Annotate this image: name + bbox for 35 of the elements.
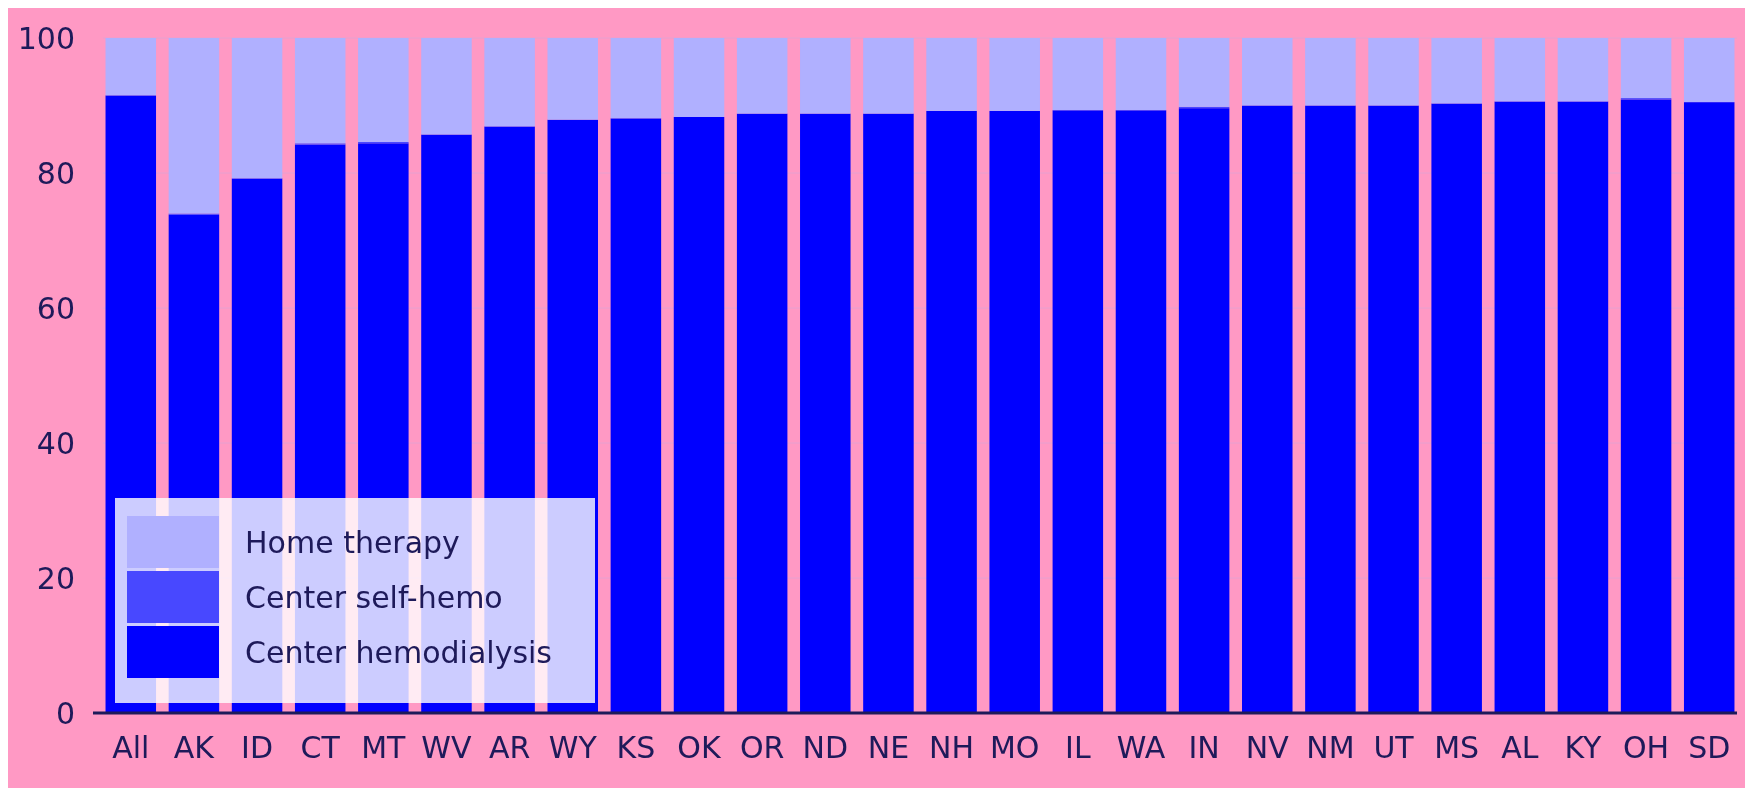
x-tick-label: OR <box>739 730 785 765</box>
x-tick-label: IL <box>1065 730 1091 765</box>
x-tick-label: SD <box>1688 730 1731 765</box>
x-tick-label: NH <box>929 730 975 765</box>
legend-label: Home therapy <box>245 524 460 560</box>
x-tick-label: NM <box>1306 730 1355 765</box>
x-tick-label: NV <box>1245 730 1290 765</box>
x-tick-label: MO <box>989 730 1040 765</box>
x-tick-label: WA <box>1116 730 1166 765</box>
x-tick-label: AL <box>1501 730 1539 765</box>
x-tick-label: AK <box>173 730 216 765</box>
x-tick-label: CT <box>300 730 341 765</box>
x-tick-label: AR <box>488 730 531 765</box>
legend-label: Center hemodialysis <box>245 634 553 670</box>
x-tick-label: WV <box>421 730 473 765</box>
y-tick-label: 100 <box>17 20 75 56</box>
x-tick-label: UT <box>1373 730 1415 765</box>
x-tick-label: IN <box>1188 730 1220 765</box>
x-tick-label: ID <box>241 730 274 765</box>
y-tick-label: 0 <box>55 695 75 731</box>
x-tick-label: ND <box>802 730 849 765</box>
x-tick-label: MT <box>361 730 407 765</box>
y-tick-label: 80 <box>36 155 75 191</box>
x-tick-label: KY <box>1564 730 1603 765</box>
x-tick-label: OH <box>1623 730 1670 765</box>
y-tick-label: 40 <box>36 425 75 461</box>
x-tick-label: NE <box>867 730 910 765</box>
x-tick-label: All <box>112 730 150 765</box>
x-tick-label: OK <box>677 730 722 765</box>
legend-label: Center self-hemo <box>245 579 503 615</box>
y-tick-label: 20 <box>36 560 75 596</box>
y-tick-label: 60 <box>36 290 75 326</box>
x-tick-label: WY <box>548 730 598 765</box>
x-tick-label: MS <box>1434 730 1480 765</box>
x-tick-label: KS <box>616 730 656 765</box>
